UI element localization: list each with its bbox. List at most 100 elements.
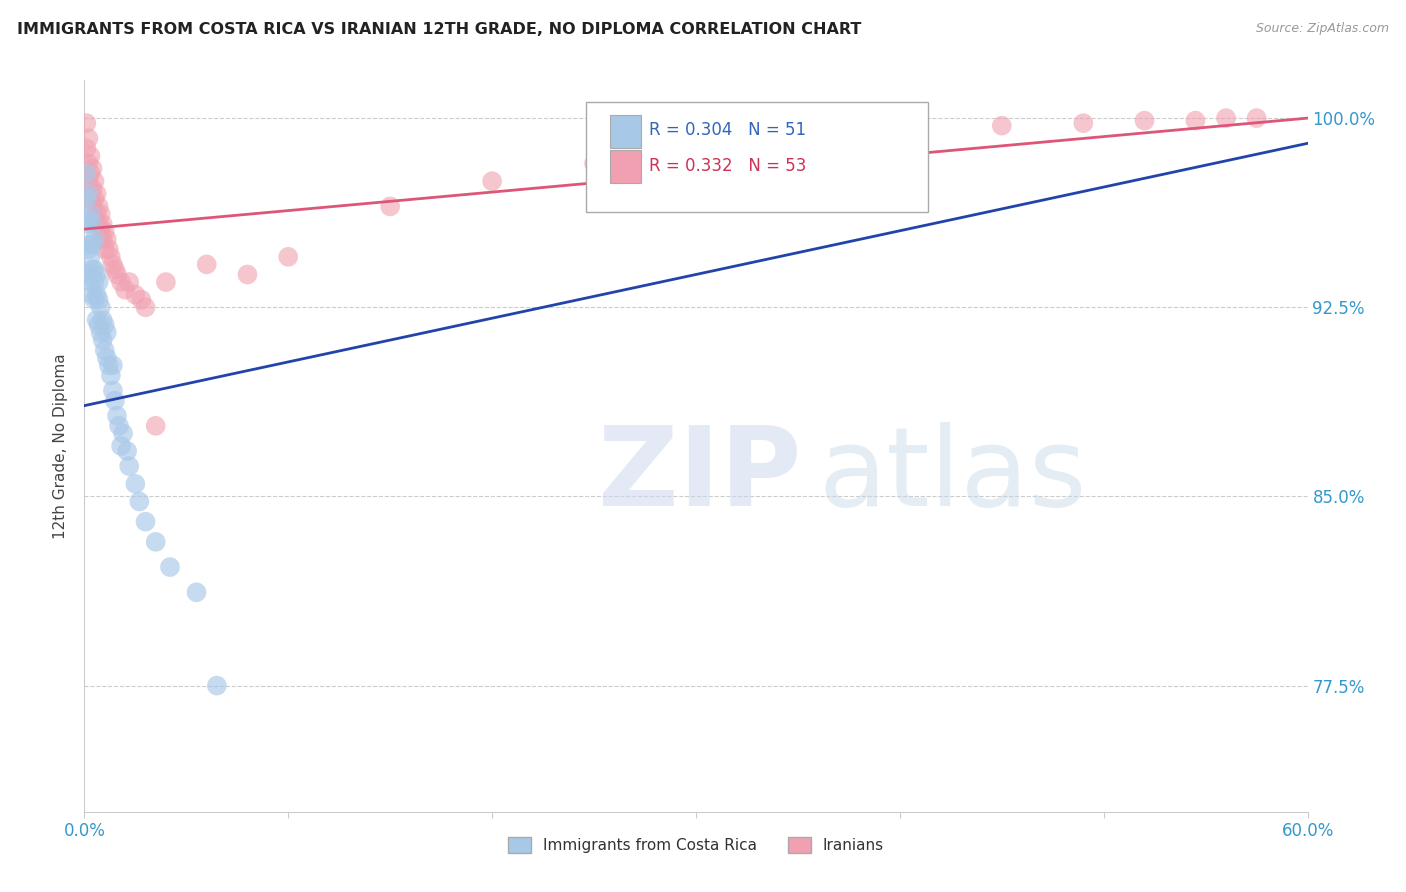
Point bbox=[1073, 116, 1095, 130]
Point bbox=[145, 418, 167, 433]
Point bbox=[1246, 111, 1268, 125]
Point bbox=[96, 326, 118, 340]
Point bbox=[77, 186, 100, 201]
Legend: Immigrants from Costa Rica, Iranians: Immigrants from Costa Rica, Iranians bbox=[502, 830, 890, 859]
FancyBboxPatch shape bbox=[610, 150, 641, 183]
Point bbox=[83, 232, 105, 246]
Point bbox=[1133, 113, 1156, 128]
Point bbox=[114, 283, 136, 297]
Point bbox=[83, 212, 105, 227]
Point bbox=[75, 192, 97, 206]
Point bbox=[115, 444, 138, 458]
Point bbox=[787, 131, 810, 145]
FancyBboxPatch shape bbox=[610, 115, 641, 147]
Point bbox=[77, 174, 100, 188]
Point bbox=[82, 199, 104, 213]
Point bbox=[79, 250, 101, 264]
Point bbox=[1184, 113, 1206, 128]
Point bbox=[79, 192, 101, 206]
Point bbox=[82, 182, 104, 196]
Point bbox=[90, 300, 112, 314]
Point bbox=[110, 275, 132, 289]
Point bbox=[104, 262, 127, 277]
Point bbox=[91, 232, 114, 246]
Point bbox=[86, 207, 108, 221]
Point bbox=[100, 250, 122, 264]
Text: Source: ZipAtlas.com: Source: ZipAtlas.com bbox=[1256, 22, 1389, 36]
Point bbox=[83, 192, 105, 206]
Point bbox=[91, 217, 114, 231]
Point bbox=[86, 268, 108, 282]
Point bbox=[77, 268, 100, 282]
Point bbox=[583, 156, 606, 170]
Point bbox=[87, 199, 110, 213]
Point bbox=[101, 384, 124, 398]
Point bbox=[108, 418, 131, 433]
Point bbox=[86, 186, 108, 201]
Point bbox=[118, 275, 141, 289]
Point bbox=[93, 242, 115, 256]
Point bbox=[97, 359, 120, 373]
Point bbox=[991, 119, 1014, 133]
Point bbox=[75, 217, 97, 231]
Point bbox=[93, 225, 115, 239]
Point bbox=[93, 318, 115, 332]
Point bbox=[105, 409, 128, 423]
Point bbox=[75, 141, 97, 155]
Point bbox=[135, 300, 157, 314]
Point bbox=[159, 560, 181, 574]
Point bbox=[481, 174, 503, 188]
Point bbox=[86, 287, 108, 301]
Point bbox=[1215, 111, 1237, 125]
Point bbox=[155, 275, 177, 289]
Point bbox=[100, 368, 122, 383]
Point bbox=[90, 225, 112, 239]
Point bbox=[87, 275, 110, 289]
Point bbox=[186, 585, 208, 599]
Point bbox=[87, 217, 110, 231]
Point bbox=[135, 515, 157, 529]
Point bbox=[87, 293, 110, 307]
Point bbox=[90, 326, 112, 340]
FancyBboxPatch shape bbox=[586, 103, 928, 212]
Point bbox=[77, 131, 100, 145]
Point bbox=[82, 237, 104, 252]
Point bbox=[105, 268, 128, 282]
Point bbox=[236, 268, 259, 282]
Point bbox=[145, 534, 167, 549]
Point bbox=[131, 293, 153, 307]
Y-axis label: 12th Grade, No Diploma: 12th Grade, No Diploma bbox=[53, 353, 69, 539]
Point bbox=[82, 161, 104, 176]
Point bbox=[82, 287, 104, 301]
Point bbox=[124, 287, 146, 301]
Text: R = 0.332   N = 53: R = 0.332 N = 53 bbox=[650, 157, 807, 175]
Point bbox=[91, 333, 114, 347]
Point bbox=[86, 313, 108, 327]
Point bbox=[101, 257, 124, 271]
Point bbox=[112, 426, 135, 441]
Point bbox=[104, 393, 127, 408]
Text: atlas: atlas bbox=[818, 422, 1087, 529]
Point bbox=[77, 242, 100, 256]
Point bbox=[889, 124, 911, 138]
Point bbox=[101, 359, 124, 373]
Point bbox=[90, 207, 112, 221]
Point bbox=[82, 262, 104, 277]
Point bbox=[93, 343, 115, 358]
Point bbox=[685, 141, 707, 155]
Point bbox=[79, 237, 101, 252]
Text: ZIP: ZIP bbox=[598, 422, 801, 529]
Point bbox=[79, 149, 101, 163]
Point bbox=[277, 250, 299, 264]
Point bbox=[96, 351, 118, 365]
Point bbox=[118, 459, 141, 474]
Point bbox=[124, 476, 146, 491]
Point bbox=[83, 174, 105, 188]
Point bbox=[75, 116, 97, 130]
Point bbox=[83, 293, 105, 307]
Point bbox=[77, 156, 100, 170]
Point bbox=[91, 313, 114, 327]
Point bbox=[128, 494, 150, 508]
Point bbox=[110, 439, 132, 453]
Point bbox=[380, 199, 402, 213]
